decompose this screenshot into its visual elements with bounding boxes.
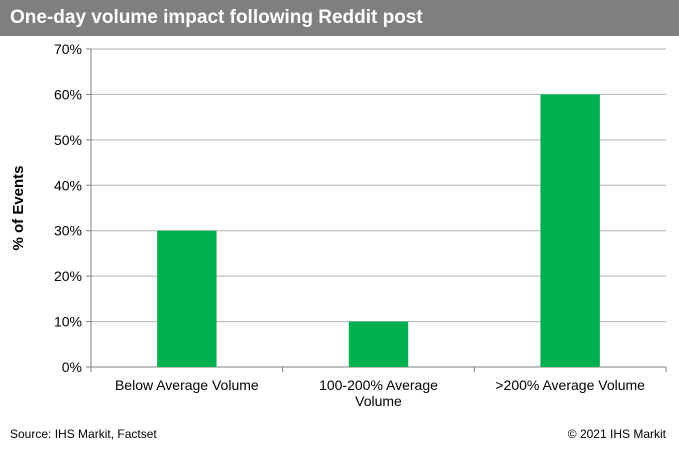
y-tick-label: 0% [62, 359, 82, 375]
tick-labels: 0% 10% 20% 30% 40% 50% 60% 70% Below Average Vol… [10, 41, 645, 409]
y-tick-label: 40% [54, 177, 82, 193]
x-tick-label: Below Average Volume [115, 377, 259, 393]
bar [348, 321, 409, 367]
title-bar: One-day volume impact following Reddit p… [0, 0, 679, 36]
x-tick-label: >200% Average Volume [495, 377, 645, 393]
y-tick-label: 20% [54, 268, 82, 284]
y-axis-label: % of Events [10, 165, 27, 250]
y-tick-label: 60% [54, 86, 82, 102]
y-tick-label: 30% [54, 223, 82, 239]
bar [540, 94, 600, 367]
chart-title: One-day volume impact following Reddit p… [10, 7, 423, 28]
x-tick-label: 100-200% Average [319, 377, 438, 393]
copyright-note: © 2021 IHS Markit [567, 427, 666, 441]
bar [157, 230, 217, 367]
y-tick-label: 70% [54, 41, 82, 57]
y-tick-label: 50% [54, 132, 82, 148]
bars [157, 94, 600, 367]
x-tick-label: Volume [355, 393, 402, 409]
source-note: Source: IHS Markit, Factset [10, 427, 157, 441]
y-tick-label: 10% [54, 314, 82, 330]
